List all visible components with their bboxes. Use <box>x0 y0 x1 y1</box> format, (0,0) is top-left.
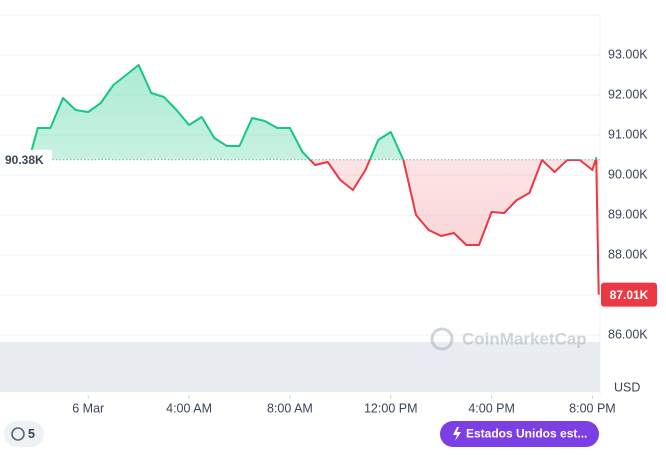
y-tick-label: 86.00K <box>608 327 648 341</box>
region-label: Estados Unidos est... <box>466 427 587 441</box>
y-tick-label: 92.00K <box>608 87 648 101</box>
y-tick-label: 90.00K <box>608 167 648 181</box>
price-line-up <box>29 64 598 160</box>
current-label: 87.01K <box>610 288 649 302</box>
baseline-tag <box>0 149 52 170</box>
history-count: 5 <box>28 427 35 441</box>
area-up <box>30 65 599 160</box>
region-button[interactable]: Estados Unidos est... <box>440 421 599 447</box>
x-tick-label: 8:00 PM <box>569 401 616 415</box>
history-button[interactable]: 5 <box>4 421 44 447</box>
volume-band <box>0 342 600 392</box>
x-tick-label: 8:00 AM <box>267 401 313 415</box>
x-tick-label: 4:00 AM <box>166 401 212 415</box>
y-unit: USD <box>614 380 640 394</box>
y-tick-label: 91.00K <box>608 127 648 141</box>
current-tag <box>601 282 657 307</box>
price-line-down <box>308 159 600 295</box>
baseline-label: 90.38K <box>5 153 44 167</box>
x-tick-label: 12:00 PM <box>364 401 418 415</box>
y-tick-label: 93.00K <box>608 47 648 61</box>
watermark: CoinMarketCap <box>430 327 587 351</box>
watermark-text: CoinMarketCap <box>462 329 587 348</box>
y-tick-label: 88.00K <box>608 247 648 261</box>
y-tick-label: 89.00K <box>608 207 648 221</box>
x-tick-label: 4:00 PM <box>468 401 515 415</box>
x-tick-label: 6 Mar <box>72 401 104 415</box>
